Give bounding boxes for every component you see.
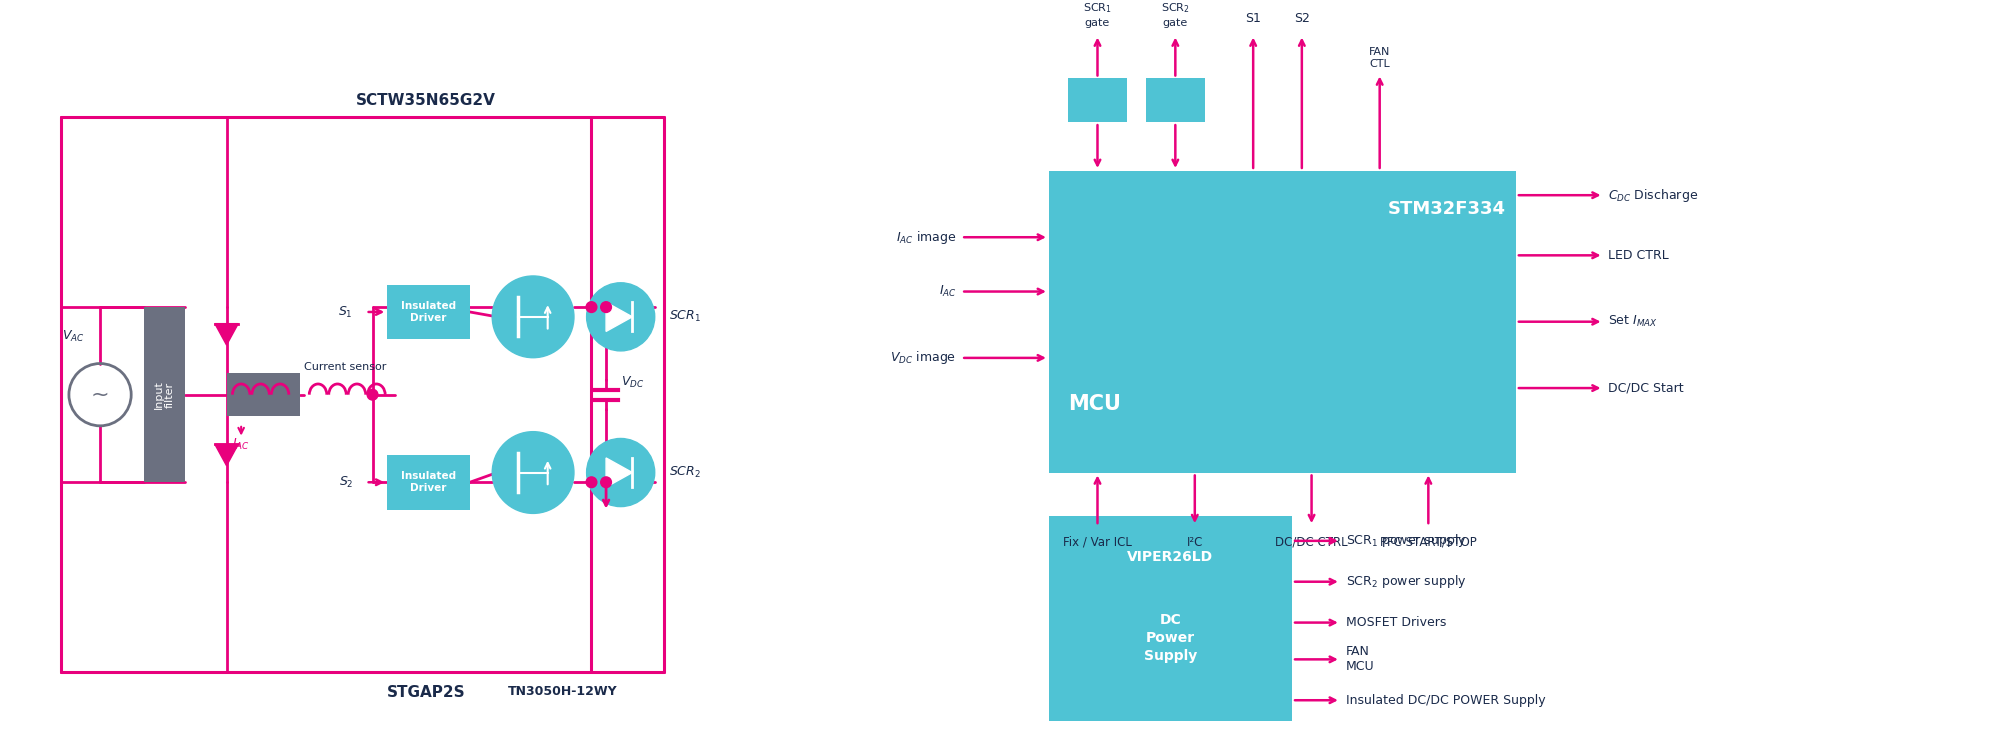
Text: S1: S1 bbox=[1246, 12, 1260, 25]
Text: S2: S2 bbox=[1294, 12, 1310, 25]
Text: SCR$_1$
gate: SCR$_1$ gate bbox=[1083, 1, 1111, 28]
Text: $I_{AC}$ image: $I_{AC}$ image bbox=[896, 229, 956, 246]
Circle shape bbox=[493, 276, 574, 358]
FancyBboxPatch shape bbox=[386, 285, 469, 339]
Text: STM32F334: STM32F334 bbox=[1389, 200, 1506, 218]
Text: $C_{DC}$ Discharge: $C_{DC}$ Discharge bbox=[1608, 187, 1699, 203]
Circle shape bbox=[493, 431, 574, 513]
Text: $S_1$: $S_1$ bbox=[338, 305, 352, 320]
Text: VIPER26LD: VIPER26LD bbox=[1127, 551, 1214, 565]
Text: DC
Power
Supply: DC Power Supply bbox=[1143, 612, 1198, 663]
FancyBboxPatch shape bbox=[227, 373, 300, 416]
Circle shape bbox=[586, 439, 654, 507]
Text: Input
filter: Input filter bbox=[153, 380, 175, 409]
Text: SCR$_2$ power supply: SCR$_2$ power supply bbox=[1345, 573, 1465, 590]
Text: $V_{AC}$: $V_{AC}$ bbox=[62, 329, 85, 344]
Text: SCR$_2$
gate: SCR$_2$ gate bbox=[1162, 1, 1190, 28]
Text: $SCR_1$: $SCR_1$ bbox=[668, 309, 701, 324]
Text: SCR$_1$ power supply: SCR$_1$ power supply bbox=[1345, 533, 1465, 549]
Text: $V_{DC}$: $V_{DC}$ bbox=[620, 375, 644, 390]
Text: FAN
CTL: FAN CTL bbox=[1369, 47, 1391, 69]
Circle shape bbox=[600, 302, 612, 312]
Text: $S_2$: $S_2$ bbox=[338, 475, 352, 489]
Polygon shape bbox=[606, 302, 632, 332]
Text: MOSFET Drivers: MOSFET Drivers bbox=[1345, 616, 1445, 629]
Text: DC/DC CTRL: DC/DC CTRL bbox=[1276, 536, 1349, 549]
Circle shape bbox=[366, 390, 378, 400]
Text: DC/DC Start: DC/DC Start bbox=[1608, 381, 1685, 395]
FancyBboxPatch shape bbox=[1049, 516, 1292, 720]
Text: I²C: I²C bbox=[1186, 536, 1204, 549]
Polygon shape bbox=[606, 458, 632, 487]
FancyBboxPatch shape bbox=[386, 455, 469, 510]
Text: MCU: MCU bbox=[1069, 394, 1121, 414]
Text: $I_{AC}$: $I_{AC}$ bbox=[938, 284, 956, 299]
Text: $SCR_2$: $SCR_2$ bbox=[668, 465, 701, 480]
Text: Current sensor: Current sensor bbox=[304, 362, 386, 372]
Text: FAN
MCU: FAN MCU bbox=[1345, 645, 1375, 673]
Text: Set $I_{MAX}$: Set $I_{MAX}$ bbox=[1608, 314, 1659, 329]
FancyBboxPatch shape bbox=[1145, 78, 1204, 122]
Text: Fix / Var ICL: Fix / Var ICL bbox=[1063, 536, 1131, 549]
Text: LED CTRL: LED CTRL bbox=[1608, 249, 1669, 261]
Text: $I_{AC}$: $I_{AC}$ bbox=[231, 437, 250, 452]
FancyBboxPatch shape bbox=[1069, 78, 1127, 122]
Circle shape bbox=[600, 477, 612, 488]
Text: $V_{DC}$ image: $V_{DC}$ image bbox=[890, 349, 956, 367]
Circle shape bbox=[586, 283, 654, 351]
Text: Insulated DC/DC POWER Supply: Insulated DC/DC POWER Supply bbox=[1345, 694, 1546, 707]
Circle shape bbox=[586, 477, 596, 488]
Polygon shape bbox=[215, 444, 238, 466]
Polygon shape bbox=[215, 323, 238, 345]
Text: ~: ~ bbox=[91, 384, 109, 405]
FancyBboxPatch shape bbox=[143, 307, 185, 482]
Text: PFC START/STOP: PFC START/STOP bbox=[1381, 536, 1478, 549]
Text: STGAP2S: STGAP2S bbox=[386, 685, 465, 700]
FancyBboxPatch shape bbox=[1049, 171, 1516, 472]
Text: TN3050H-12WY: TN3050H-12WY bbox=[507, 685, 618, 697]
Text: Insulated
Driver: Insulated Driver bbox=[401, 472, 457, 493]
Text: Insulated
Driver: Insulated Driver bbox=[401, 301, 457, 323]
Text: SCTW35N65G2V: SCTW35N65G2V bbox=[356, 92, 495, 107]
Circle shape bbox=[586, 302, 596, 312]
